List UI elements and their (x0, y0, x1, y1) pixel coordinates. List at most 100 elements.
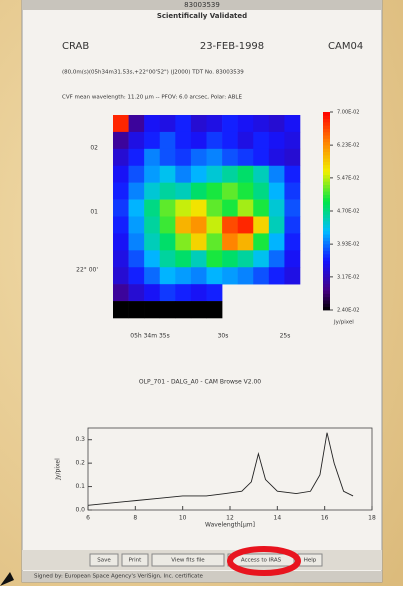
pixel (253, 267, 270, 285)
image-y-label: 22° 00' (76, 267, 98, 274)
colorbar-step (323, 237, 330, 242)
colorbar-step (323, 277, 330, 281)
pixel (128, 267, 145, 285)
pixel (222, 115, 238, 133)
colorbar-label: 6.23E-02 (337, 143, 359, 149)
colorbar-step (323, 244, 330, 248)
y-axis-label: Jy/pixel (55, 458, 62, 481)
colorbar-step (323, 141, 330, 146)
object: CRAB (62, 41, 89, 52)
colorbar-step (323, 197, 330, 202)
pixel (128, 284, 145, 302)
colorbar-step (323, 234, 330, 238)
button[interactable] (121, 553, 149, 567)
pixel (206, 216, 223, 234)
pixel (190, 250, 207, 268)
title-bar (22, 0, 382, 10)
y-tick-label: 0.3 (75, 436, 85, 443)
image-y-label: 01 (90, 209, 98, 216)
colorbar-step (323, 257, 330, 261)
pixel (253, 250, 270, 268)
pixel (206, 165, 223, 183)
pixel (159, 199, 176, 217)
colorbar-step (323, 161, 330, 166)
pixel (113, 233, 129, 251)
pixel (144, 267, 161, 285)
pixel (222, 182, 238, 200)
button-label[interactable]: Help (304, 558, 317, 564)
pixel (268, 148, 285, 167)
pixel (206, 148, 223, 167)
pixel (237, 233, 254, 251)
pixel (253, 216, 270, 234)
pixel (284, 216, 301, 234)
pixel (190, 115, 207, 133)
pixel (144, 182, 161, 200)
pixel (175, 216, 192, 234)
colorbar-step (323, 191, 330, 195)
pixel (222, 250, 238, 268)
date: 23-FEB-1998 (200, 41, 264, 52)
button-label[interactable]: Access to IRAS (241, 558, 282, 564)
colorbar-step (323, 220, 330, 225)
caption: OLP_701 - DALG_A0 - CAM Browse V2.00 (139, 379, 261, 386)
pixel (190, 301, 207, 319)
pixel (222, 233, 238, 251)
colorbar-step (323, 207, 330, 212)
colorbar-step (323, 194, 330, 199)
button-label[interactable]: View fits file (171, 558, 205, 564)
colorbar-step (323, 181, 330, 185)
colorbar-step (323, 131, 330, 136)
pixel (237, 216, 254, 234)
pixel (284, 182, 301, 200)
pixel (253, 131, 270, 150)
pixel (159, 284, 176, 302)
pixel (268, 115, 285, 133)
colorbar-step (323, 260, 330, 265)
pixel (159, 165, 176, 183)
pixel (222, 216, 238, 234)
pixel (268, 165, 285, 183)
pixel (144, 216, 161, 234)
colorbar-step (323, 224, 330, 228)
x-tick-label: 6 (86, 515, 90, 522)
colorbar-step (323, 112, 330, 116)
pixel (128, 148, 145, 167)
pixel (113, 165, 129, 183)
button[interactable] (89, 553, 119, 567)
pixel (222, 131, 238, 150)
button[interactable] (151, 553, 225, 567)
pixel (128, 131, 145, 150)
colorbar-step (323, 164, 330, 169)
pixel (206, 267, 223, 285)
button-label[interactable]: Print (129, 558, 142, 564)
colorbar-step (323, 273, 330, 278)
pixel (206, 233, 223, 251)
pixel (237, 148, 254, 167)
pixel (237, 199, 254, 217)
pixel (237, 267, 254, 285)
pixel (268, 199, 285, 217)
pixel (206, 131, 223, 150)
pixel (175, 233, 192, 251)
colorbar-step (323, 158, 330, 162)
pixel (175, 250, 192, 268)
colorbar-step (323, 135, 330, 139)
button-label[interactable]: Save (97, 558, 111, 564)
pixel (113, 267, 129, 285)
colorbar-label: 3.17E-02 (337, 274, 359, 280)
pixel (253, 115, 270, 133)
colorbar-step (323, 247, 330, 251)
colorbar-step (323, 267, 330, 271)
colorbar-step (323, 118, 330, 123)
pixel (284, 131, 301, 150)
spectrum-line (87, 432, 354, 506)
pixel (237, 131, 254, 150)
colorbar-step (323, 270, 330, 275)
pixel (144, 284, 161, 302)
pixel (113, 182, 129, 200)
colorbar-step (323, 145, 330, 149)
pixel (284, 148, 301, 167)
pixel (128, 182, 145, 200)
